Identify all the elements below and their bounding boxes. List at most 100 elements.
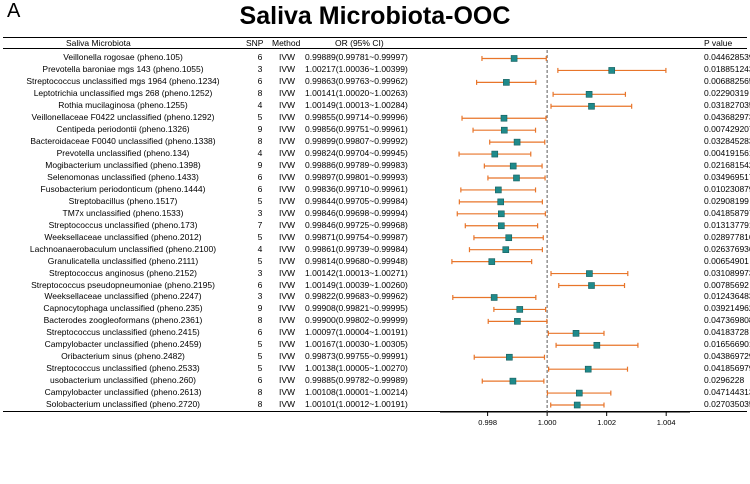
row-pvalue: 0.031089973: [704, 267, 750, 278]
or-point: [497, 198, 505, 206]
row-label: Capnocytophaga unclassified (pheno.235): [43, 303, 203, 314]
row-label: Lachnoanaerobaculum unclassified (pheno.…: [29, 243, 217, 254]
row-label: Centipeda periodontii (pheno.1326): [56, 124, 190, 135]
row-method: IVW: [278, 339, 296, 350]
row-pvalue: 0.041856979: [704, 363, 750, 374]
row-label: Fusobacterium periodonticum (pheno.1444): [40, 183, 206, 194]
or-point: [503, 79, 510, 86]
row-or: 1.00217(1.00036~1.00399): [305, 64, 408, 75]
row-or: 0.99861(0.99739~0.99984): [305, 243, 408, 254]
row-or: 0.99899(0.99807~0.99992): [305, 136, 408, 147]
or-point: [490, 294, 498, 301]
header-snp: SNP: [246, 38, 264, 48]
or-point: [498, 210, 505, 218]
header-pvalue: P value: [704, 38, 733, 48]
row-or: 1.00138(1.00005~1.00270): [305, 363, 408, 374]
row-label: Streptococcus pseudopneumoniae (pheno.21…: [31, 279, 215, 290]
row-pvalue: 0.031827035: [704, 100, 750, 111]
or-point: [588, 282, 595, 289]
row-snp: 5: [257, 112, 263, 123]
row-snp: 8: [257, 387, 263, 398]
row-snp: 8: [257, 315, 263, 326]
row-pvalue: 0.004191561: [704, 148, 750, 159]
row-label: Streptococcus anginosus (pheno.2152): [49, 267, 197, 278]
row-label: Campylobacter unclassified (pheno.2613): [44, 387, 202, 398]
row-or: 0.99836(0.99710~0.99961): [305, 183, 408, 194]
row-snp: 3: [257, 291, 263, 302]
row-method: IVW: [278, 52, 296, 63]
row-snp: 9: [257, 303, 263, 314]
row-method: IVW: [278, 327, 296, 338]
or-point: [491, 150, 499, 158]
row-pvalue: 0.006882565: [704, 76, 750, 87]
x-tick-label: 0.998: [478, 418, 497, 427]
row-snp: 3: [257, 64, 263, 75]
row-pvalue: 0.047369808: [704, 315, 750, 326]
row-pvalue: 0.013137791: [704, 219, 750, 230]
or-point: [586, 270, 593, 277]
row-or: 1.00101(1.00012~1.00191): [305, 399, 408, 410]
row-method: IVW: [278, 112, 296, 123]
row-method: IVW: [278, 363, 296, 374]
row-or: 1.00167(1.00030~1.00305): [305, 339, 408, 350]
row-method: IVW: [278, 279, 296, 290]
row-method: IVW: [278, 100, 296, 111]
row-or: 1.00149(1.00013~1.00284): [305, 100, 408, 111]
row-snp: 5: [257, 231, 263, 242]
row-snp: 7: [257, 219, 263, 230]
or-point: [575, 389, 583, 397]
table-bottom-rule: [3, 411, 747, 412]
row-snp: 8: [257, 136, 263, 147]
or-point: [505, 234, 513, 242]
row-method: IVW: [278, 64, 296, 75]
row-snp: 8: [257, 399, 263, 410]
row-method: IVW: [278, 171, 296, 182]
header-microbiota: Saliva Microbiota: [66, 38, 131, 48]
row-label: usobacterium unclassified (pheno.260): [49, 375, 196, 386]
row-or: 0.99886(0.99789~0.99983): [305, 160, 408, 171]
row-label: Mogibacterium unclassified (pheno.1398): [45, 160, 201, 171]
row-or: 0.99814(0.99680~0.99948): [305, 255, 408, 266]
or-point: [514, 318, 521, 325]
header-method: Method: [272, 38, 301, 48]
row-or: 0.99908(0.99821~0.99995): [305, 303, 408, 314]
or-point: [498, 222, 505, 230]
row-method: IVW: [278, 195, 296, 206]
row-method: IVW: [278, 148, 296, 159]
or-point: [488, 258, 496, 265]
row-pvalue: 0.043682973: [704, 112, 750, 123]
row-snp: 9: [257, 160, 263, 171]
row-snp: 9: [257, 124, 263, 135]
row-label: Rothia mucilaginosa (pheno.1255): [58, 100, 188, 111]
row-snp: 4: [257, 100, 263, 111]
or-point: [588, 102, 595, 110]
row-pvalue: 0.034969517: [704, 171, 750, 182]
row-label: Bacterodes zoogleoformans (pheno.2361): [43, 315, 203, 326]
or-point: [608, 67, 616, 74]
row-label: Veillonellaceae F0422 unclassified (phen…: [31, 112, 215, 123]
row-pvalue: 0.044628539: [704, 52, 750, 63]
row-method: IVW: [278, 76, 296, 87]
row-method: IVW: [278, 303, 296, 314]
row-pvalue: 0.007429207: [704, 124, 750, 135]
header-bottom-rule: [3, 48, 747, 49]
row-label: Streptobacillus (pheno.1517): [68, 195, 178, 206]
row-label: Streptococcus unclassified mgs 1964 (phe…: [26, 76, 220, 87]
row-label: Streptococcus unclassified (pheno.2533): [46, 363, 200, 374]
panel-label: A: [7, 0, 21, 22]
row-label: Streptococcus unclassified (pheno.2415): [46, 327, 200, 338]
row-or: 0.99846(0.99698~0.99994): [305, 207, 408, 218]
row-or: 0.99900(0.99802~0.99999): [305, 315, 408, 326]
row-pvalue: 0.04183728: [704, 327, 749, 338]
row-pvalue: 0.026376936: [704, 243, 750, 254]
row-label: Weeksellaceae unclassified (pheno.2247): [44, 291, 202, 302]
or-point: [500, 114, 508, 122]
row-snp: 5: [257, 339, 263, 350]
row-snp: 4: [257, 243, 263, 254]
row-snp: 4: [257, 148, 263, 159]
row-or: 0.99889(0.99781~0.99997): [305, 52, 408, 63]
row-method: IVW: [278, 267, 296, 278]
row-snp: 3: [257, 207, 263, 218]
row-or: 1.00108(1.00001~1.00214): [305, 387, 408, 398]
